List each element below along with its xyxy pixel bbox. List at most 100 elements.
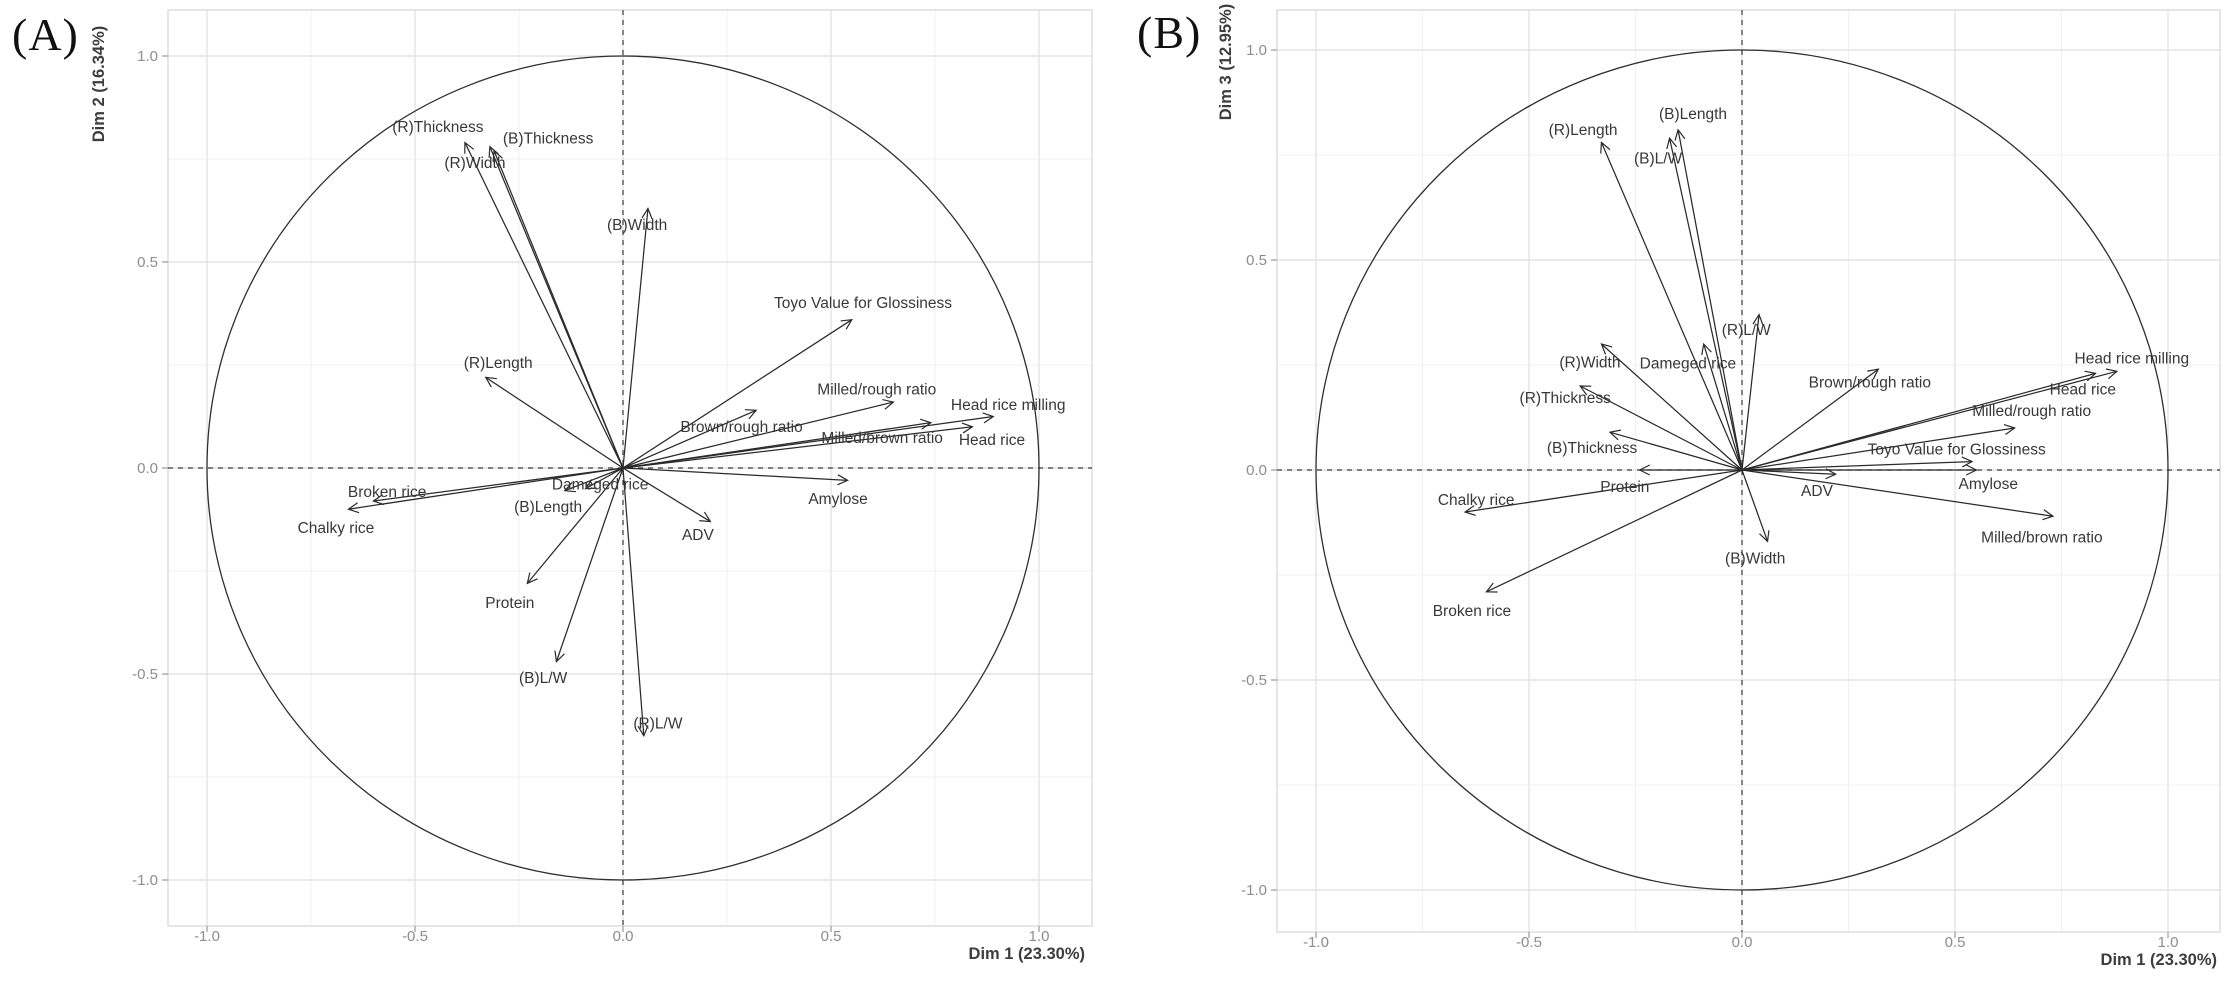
variable-labels: (B)Length (B)L/W (R)Length (R)L/W (R)Width Da… (1433, 106, 2189, 620)
x-tick-label: 0.5 (1945, 934, 1966, 951)
y-axis-title: Dim 3 (12.95%) (1217, 4, 1235, 120)
x-tick-label: -0.5 (1516, 934, 1542, 951)
arrow-broken-rice (372, 467, 624, 506)
variable-label-head-rice-milling: Head rice milling (951, 397, 1066, 414)
arrow-r-thickness (1578, 385, 1743, 471)
y-tick-label: 0.0 (1246, 462, 1267, 479)
arrow-r-width (1600, 343, 1743, 471)
arrow-b-width (622, 207, 653, 469)
arrow-b-thickness (1608, 429, 1743, 471)
variable-arrows (347, 141, 995, 738)
y-axis-title: Dim 2 (16.34%) (90, 26, 108, 142)
x-tick-label: -1.0 (194, 928, 220, 945)
variable-label-r-thickness: (R)Thickness (392, 119, 484, 136)
y-tick-label: -0.5 (1241, 672, 1267, 689)
variable-label-chalky-rice: Chalky rice (298, 520, 375, 537)
variable-label-b-thickness: (B)Thickness (1547, 440, 1638, 457)
arrow-b-l-w (554, 467, 624, 663)
variable-label-adv: ADV (682, 527, 715, 544)
arrow-r-length (484, 376, 624, 469)
arrow-chalky-rice (1463, 469, 1743, 517)
variable-label-amylose: Amylose (808, 491, 867, 508)
arrow-r-thickness (464, 141, 624, 469)
variable-arrows (1463, 128, 2119, 593)
arrow-broken-rice (1485, 469, 1743, 593)
variable-label-r-length: (R)Length (1549, 122, 1618, 139)
x-tick-label: -0.5 (402, 928, 428, 945)
arrow-b-width (1741, 469, 1770, 543)
pca-plot-b: (B)Length (B)L/W (R)Length (R)L/W (R)Width Da… (1217, 4, 2221, 969)
variable-label-brown-rough-ratio: Brown/rough ratio (680, 419, 802, 436)
arrow-milled-brown-ratio (622, 418, 933, 469)
arrow-adv (1741, 468, 1838, 480)
arrow-milled-rough-ratio (1741, 424, 2016, 471)
variable-label-amylose: Amylose (1959, 476, 2018, 493)
pca-panel-a: (R)Thickness (B)Thickness (R)Width (B)Width… (12, 9, 1093, 963)
pca-panel-b: (B)Length (B)L/W (R)Length (R)L/W (R)Width Da… (1115, 0, 2229, 986)
x-tick-label: 0.0 (1732, 934, 1753, 951)
variable-label-chalky-rice: Chalky rice (1438, 492, 1515, 509)
variable-label-milled-brown-ratio: Milled/brown ratio (1981, 530, 2102, 547)
variable-label-b-l-w: (B)L/W (1634, 150, 1683, 167)
variable-label-head-rice: Head rice (2050, 381, 2116, 398)
y-tick-label: 0.0 (137, 460, 158, 477)
variable-label-broken-rice: Broken rice (1433, 603, 1511, 620)
y-tick-label: 0.5 (137, 254, 158, 271)
y-tick-label: -1.0 (1241, 882, 1267, 899)
panel-a-label: (A) (12, 9, 79, 60)
variable-label-brown-rough-ratio: Brown/rough ratio (1809, 375, 1931, 392)
arrow-toyo-value-for-glossiness (1741, 456, 1974, 471)
variable-label-dameged-rice: Dameged rice (1640, 355, 1737, 372)
variable-label-head-rice: Head rice (959, 432, 1025, 449)
arrow-head-rice (1741, 370, 2097, 471)
arrow-r-width (492, 149, 624, 469)
plot-border (1276, 9, 2221, 933)
arrow-adv (622, 467, 712, 523)
arrow-amylose (622, 467, 849, 486)
pca-plot-a: (R)Thickness (B)Thickness (R)Width (B)Width… (90, 9, 1093, 963)
y-tick-label: -1.0 (132, 872, 158, 889)
variable-label-dameged-rice: Dameged rice (552, 476, 649, 493)
x-tick-label: 1.0 (1029, 928, 1050, 945)
variable-label-protein: Protein (1600, 479, 1649, 496)
arrow-b-length (563, 467, 624, 493)
arrow-milled-brown-ratio (1741, 469, 2055, 521)
arrow-chalky-rice (347, 467, 624, 514)
variable-label-b-length: (B)Length (514, 499, 582, 516)
x-axis-title: Dim 1 (23.30%) (969, 945, 1085, 963)
variable-label-milled-rough-ratio: Milled/rough ratio (1972, 403, 2091, 420)
variable-label-b-thickness: (B)Thickness (503, 130, 594, 147)
variable-label-b-length: (B)Length (1659, 106, 1727, 123)
variable-label-head-rice-milling: Head rice milling (2075, 351, 2190, 368)
variable-label-milled-rough-ratio: Milled/rough ratio (817, 382, 936, 399)
variable-label-r-l-w: (R)L/W (633, 715, 682, 732)
arrow-r-l-w (622, 467, 649, 738)
variable-label-adv: ADV (1801, 483, 1834, 500)
variable-label-protein: Protein (485, 595, 534, 612)
correlation-circle (206, 55, 1040, 881)
correlation-circle (1315, 49, 2169, 891)
variable-label-r-thickness: (R)Thickness (1520, 390, 1612, 407)
arrow-head-rice (622, 422, 974, 469)
variable-label-r-length: (R)Length (464, 355, 533, 372)
y-tick-label: 1.0 (1246, 42, 1267, 59)
variable-label-toyo-value-for-glossiness: Toyo Value for Glossiness (774, 295, 952, 312)
x-tick-label: 1.0 (2158, 934, 2179, 951)
x-axis-title: Dim 1 (23.30%) (2101, 951, 2217, 969)
arrow-protein (526, 467, 624, 585)
x-tick-label: 0.5 (821, 928, 842, 945)
arrow-milled-rough-ratio (622, 399, 895, 469)
arrow-dameged-rice (1701, 342, 1743, 471)
y-tick-label: 1.0 (137, 48, 158, 65)
variable-label-b-l-w: (B)L/W (519, 670, 568, 687)
panel-b-label: (B) (1137, 7, 1202, 58)
variable-labels: (R)Thickness (B)Thickness (R)Width (B)Width… (298, 119, 1066, 733)
arrow-dameged-rice (584, 467, 624, 490)
variable-label-broken-rice: Broken rice (348, 484, 426, 501)
arrow-r-length (1600, 141, 1743, 471)
arrow-brown-rough-ratio (622, 409, 758, 469)
variable-label-b-width: (B)Width (1725, 551, 1785, 568)
arrow-r-l-w (1741, 313, 1764, 471)
variable-label-milled-brown-ratio: Milled/brown ratio (821, 430, 942, 447)
